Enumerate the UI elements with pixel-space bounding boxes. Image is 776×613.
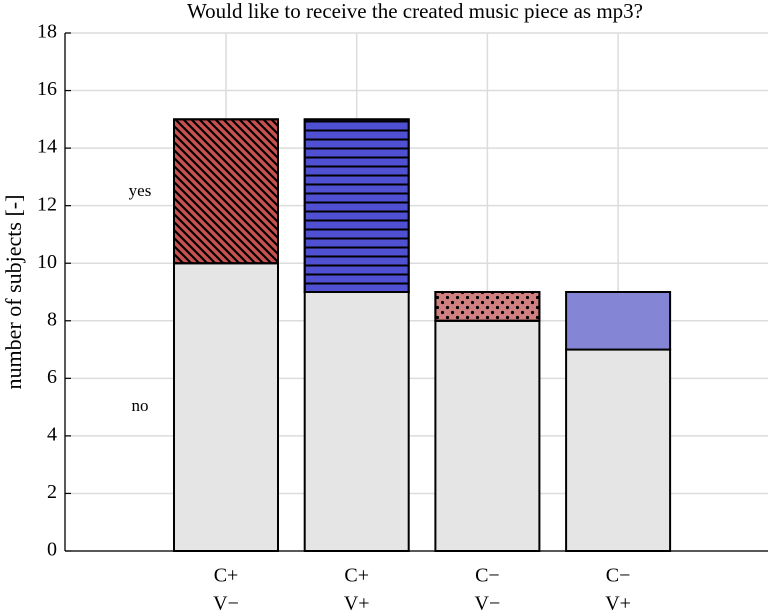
x-tick-label: C+	[344, 565, 369, 587]
x-tick-label: V+	[605, 593, 631, 613]
x-tick-label: V−	[213, 593, 239, 613]
bar-segment	[565, 291, 672, 351]
y-tick-label: 10	[37, 251, 57, 273]
y-tick-label: 16	[37, 78, 57, 100]
y-tick-label: 18	[37, 21, 57, 43]
bar-segment	[303, 291, 410, 552]
y-tick-label: 6	[47, 366, 57, 388]
x-tick-label: C+	[214, 565, 239, 587]
bar-hatch	[173, 118, 279, 265]
legend-label: yes	[129, 181, 152, 200]
y-tick-label: 0	[47, 539, 57, 561]
bar-segment	[434, 319, 541, 552]
y-tick-label: 2	[47, 481, 57, 503]
y-axis-label: number of subjects [-]	[1, 195, 26, 390]
y-tick-label: 8	[47, 308, 57, 330]
y-tick-label: 4	[47, 423, 57, 445]
x-tick-label: C−	[606, 565, 631, 587]
x-tick-label: C−	[475, 565, 500, 587]
y-tick-label: 12	[37, 193, 57, 215]
bar-hatch	[303, 118, 410, 294]
x-tick-label: V−	[475, 593, 501, 613]
bar-hatch	[434, 291, 541, 322]
chart-title: Would like to receive the created music …	[187, 0, 643, 23]
x-tick-label: V+	[344, 593, 370, 613]
bar-segment	[173, 262, 279, 552]
bar-segment	[565, 348, 672, 552]
legend-label: no	[132, 396, 149, 415]
y-tick-label: 14	[37, 136, 57, 158]
